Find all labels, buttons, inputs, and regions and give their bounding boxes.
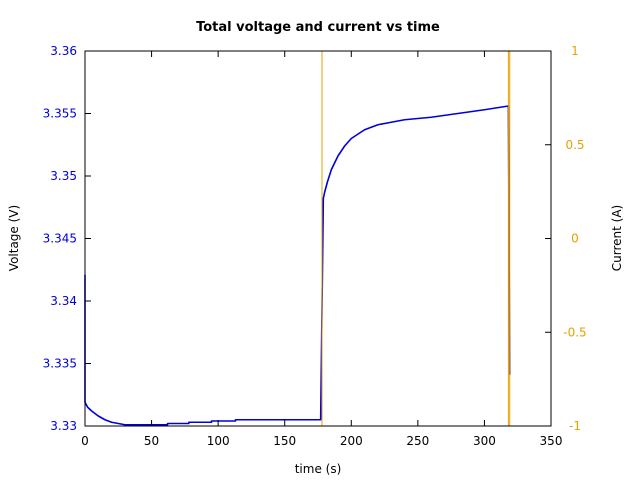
x-tick-label: 250 [406, 434, 429, 448]
right-y-tick-label: 0 [571, 232, 579, 246]
current-series-line [321, 50, 511, 427]
x-tick-label: 100 [207, 434, 230, 448]
x-tick-label: 150 [273, 434, 296, 448]
chart-title: Total voltage and current vs time [196, 20, 440, 35]
plot-frame [84, 50, 552, 427]
x-tick-label: 0 [81, 434, 89, 448]
left-y-tick-label: 3.335 [43, 357, 77, 371]
x-tick-label: 350 [540, 434, 563, 448]
left-y-axis-label: Voltage (V) [7, 205, 21, 271]
plot-area: 0 50 100 150 200 250 300 350 3.33 3.335 3.34 3.345 3… [43, 44, 587, 448]
right-y-axis-label: Current (A) [610, 205, 624, 271]
left-y-tick-label: 3.36 [50, 44, 77, 58]
right-y-tick-label: 0.5 [565, 138, 584, 152]
x-axis-label: time (s) [295, 462, 342, 476]
voltage-series-line [84, 105, 511, 426]
right-y-tick-label: -1 [569, 419, 581, 433]
x-tick-label: 50 [144, 434, 159, 448]
left-y-tick-label: 3.33 [50, 419, 77, 433]
x-tick-label: 200 [340, 434, 363, 448]
x-tick-label: 300 [473, 434, 496, 448]
right-y-tick-label: -0.5 [563, 325, 586, 339]
left-y-tick-label: 3.355 [43, 107, 77, 121]
left-y-tick-label: 3.345 [43, 232, 77, 246]
right-y-tick-label: 1 [571, 44, 579, 58]
left-y-tick-label: 3.34 [50, 294, 77, 308]
left-y-tick-label: 3.35 [50, 169, 77, 183]
